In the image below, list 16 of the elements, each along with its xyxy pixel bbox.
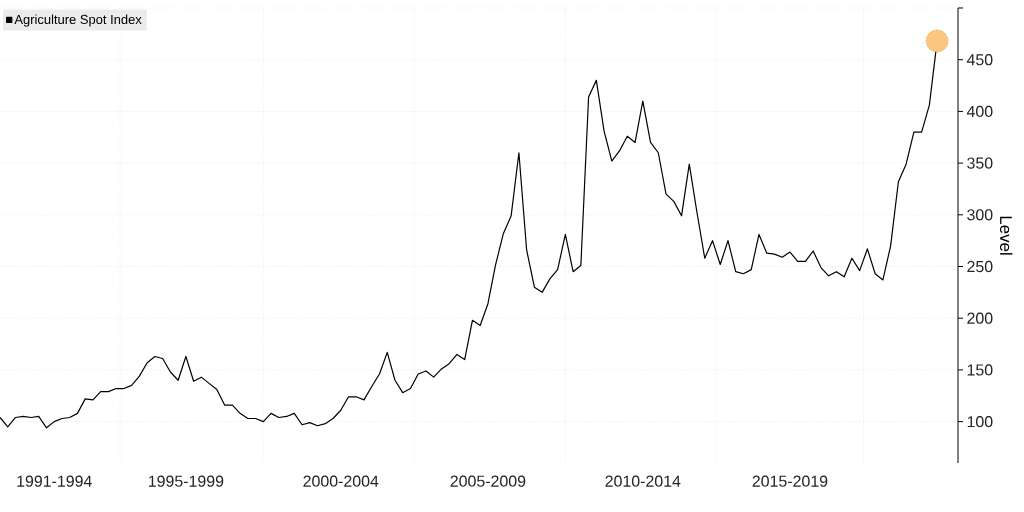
y-tick-label: 300 bbox=[967, 209, 993, 221]
x-tick-label: 2000-2004 bbox=[303, 475, 379, 487]
x-tick-label: 1991-1994 bbox=[17, 475, 92, 487]
y-tick-label: 200 bbox=[967, 312, 993, 324]
x-tick-label: 2015-2019 bbox=[752, 475, 828, 487]
y-tick-label: 450 bbox=[966, 54, 993, 66]
y-axis-title: Level bbox=[999, 216, 1013, 255]
y-tick-label: 400 bbox=[966, 105, 993, 118]
x-tick-label: 1995-1999 bbox=[148, 475, 224, 487]
x-tick-label: 2005-2009 bbox=[450, 475, 526, 487]
y-tick-label: 250 bbox=[967, 260, 993, 273]
y-tick-label: 100 bbox=[967, 415, 993, 428]
y-tick-label: 350 bbox=[967, 157, 993, 169]
legend-label: Agriculture Spot Index bbox=[14, 14, 142, 27]
x-tick-label: 2010-2014 bbox=[605, 475, 681, 487]
y-tick-label: 150 bbox=[967, 364, 993, 376]
